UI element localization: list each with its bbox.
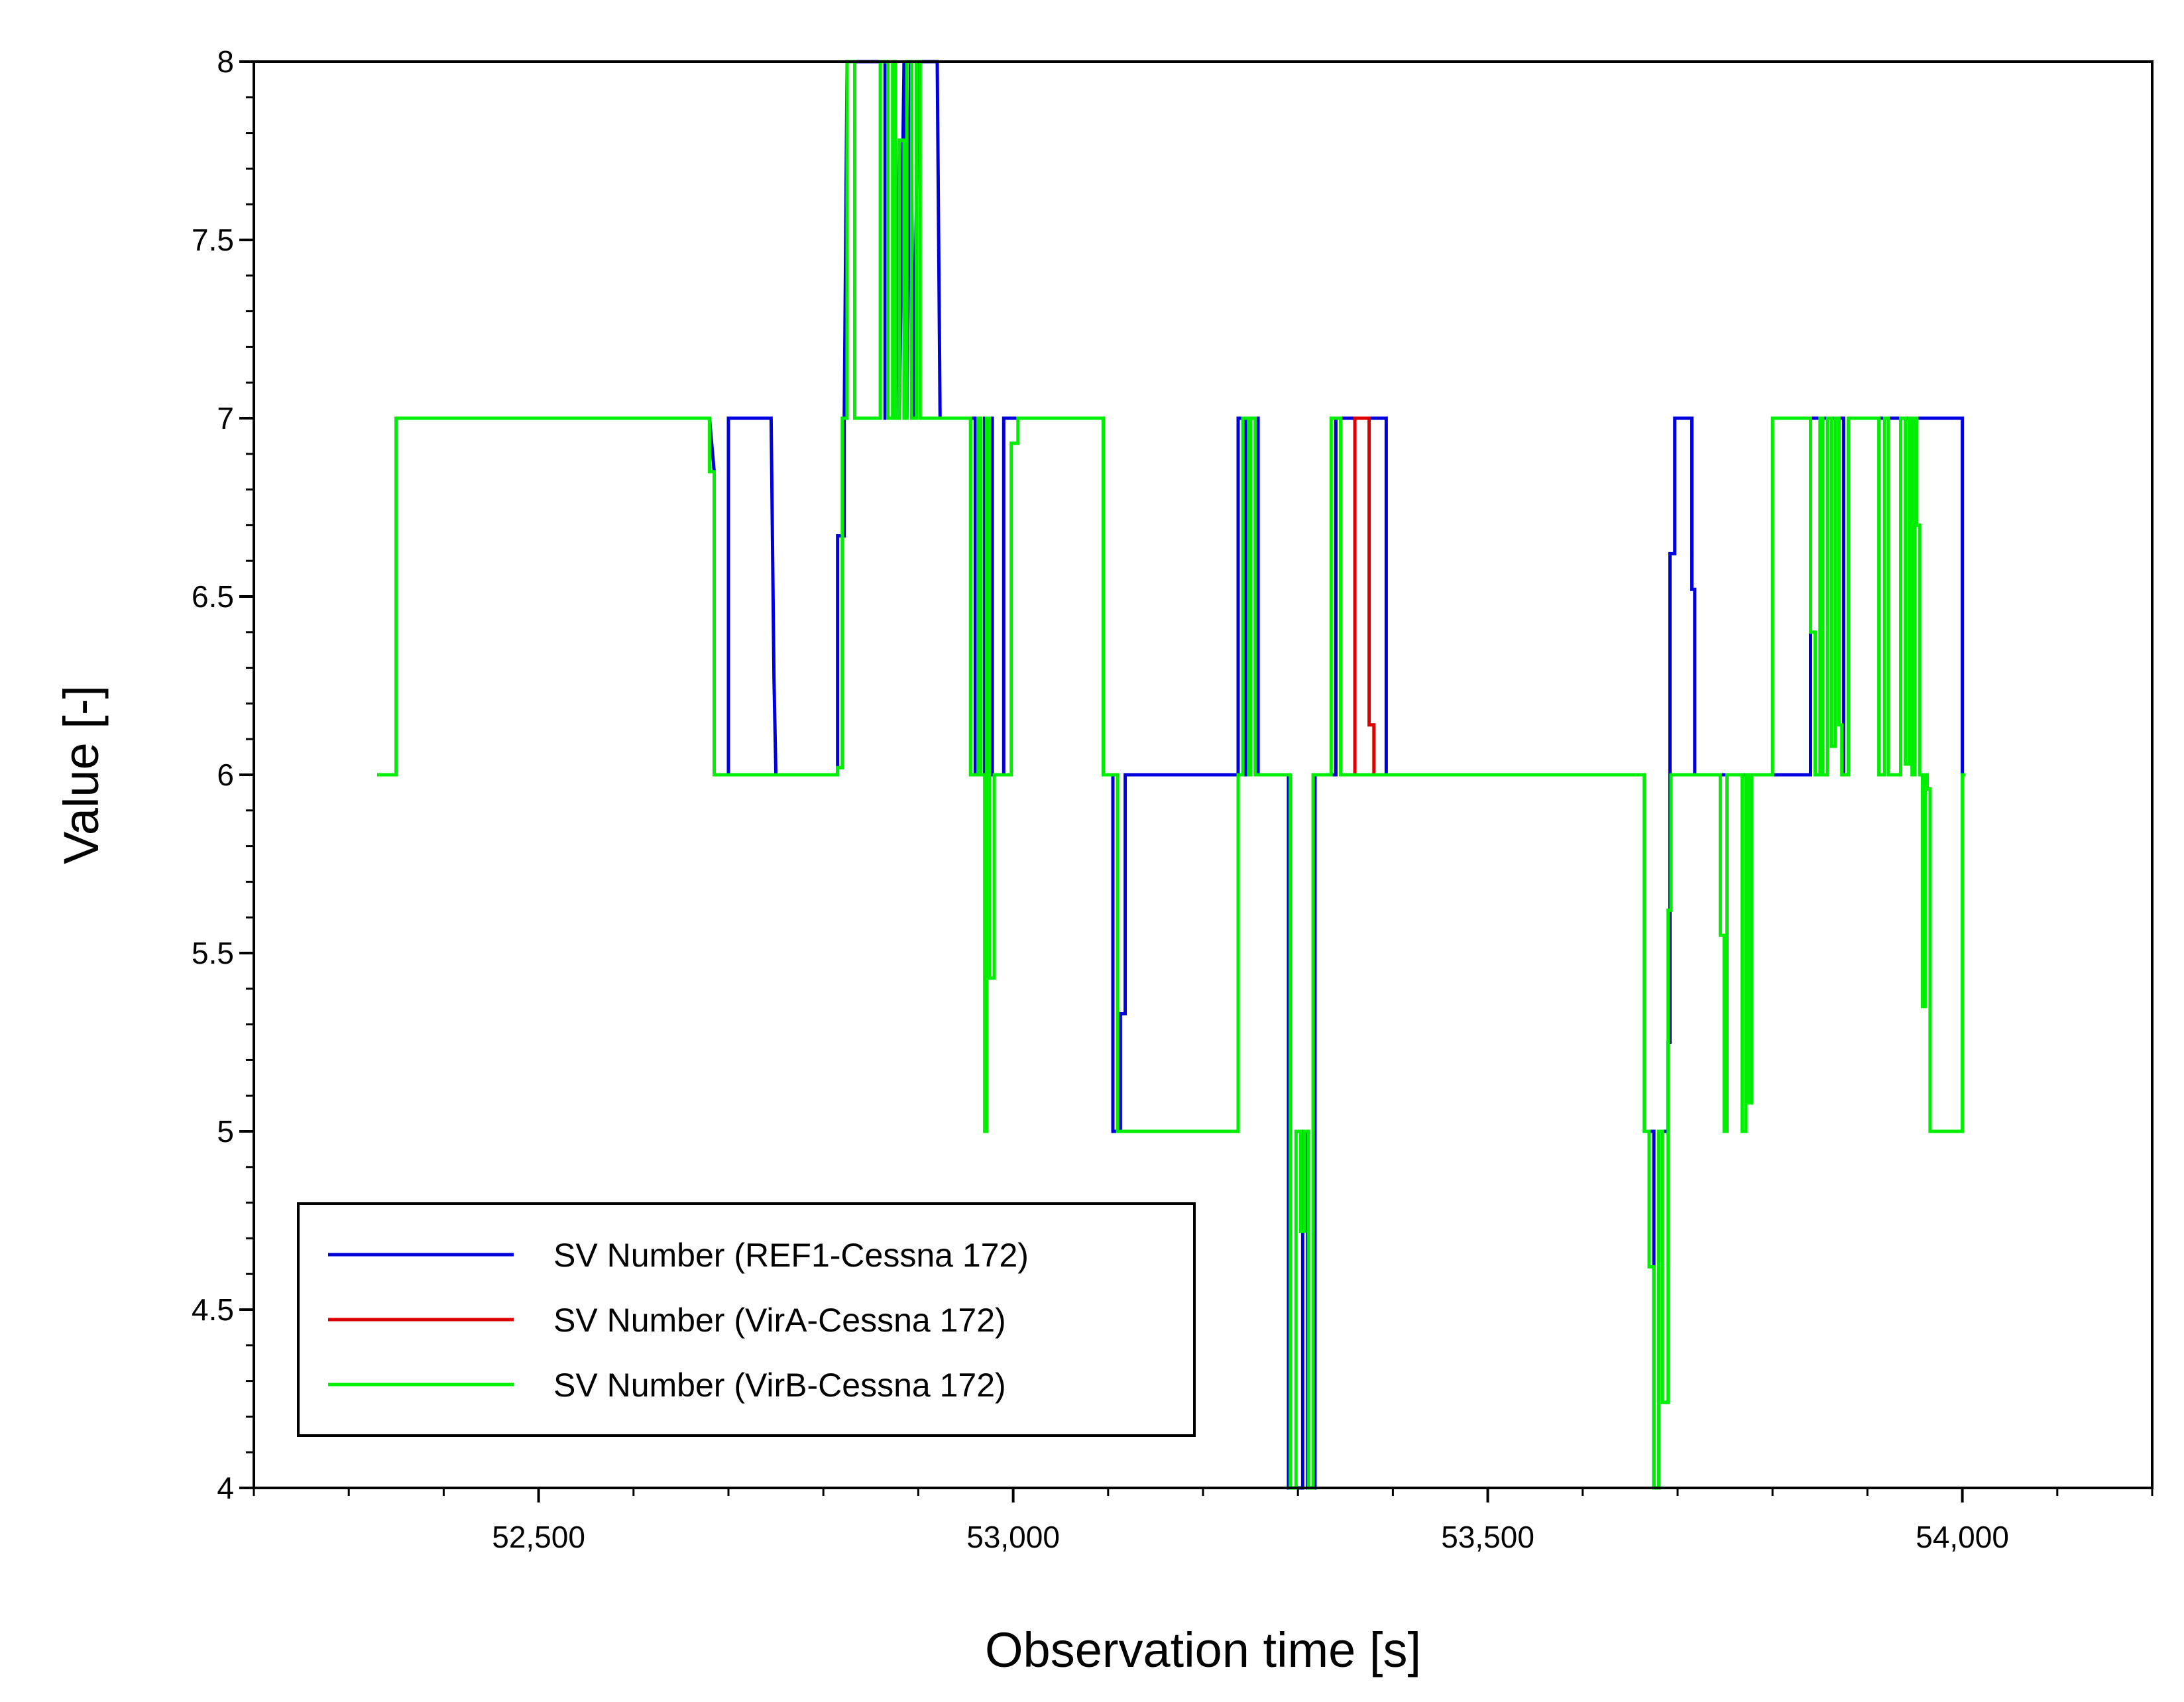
y-tick-label: 5: [217, 1114, 234, 1149]
y-tick-label: 4: [217, 1471, 234, 1505]
series-line-3: [377, 60, 1965, 1490]
legend-label-2: SV Number (VirA-Cessna 172): [553, 1302, 1006, 1339]
legend-label-1: SV Number (REF1-Cessna 172): [553, 1237, 1029, 1274]
y-tick-label: 6: [217, 758, 234, 792]
y-tick-label: 7: [217, 401, 234, 435]
x-tick-label: 54,000: [1916, 1520, 2009, 1554]
y-axis-title: Value [-]: [54, 685, 109, 864]
y-tick-label: 6.5: [192, 579, 234, 614]
legend: SV Number (REF1-Cessna 172) SV Number (Vi…: [297, 1202, 1196, 1437]
legend-items: SV Number (REF1-Cessna 172) SV Number (Vi…: [328, 1237, 1029, 1404]
x-tick-label: 53,000: [966, 1520, 1060, 1554]
x-tick-label: 53,500: [1441, 1520, 1534, 1554]
y-axis: 8 7.5 7 6.5 6 5.5 5 4.5 4: [192, 44, 254, 1505]
x-axis: 52,500 53,000 53,500 54,000: [253, 1488, 2154, 1554]
legend-label-3: SV Number (VirB-Cessna 172): [553, 1367, 1006, 1404]
y-tick-label: 7.5: [192, 223, 234, 257]
y-tick-label: 8: [217, 44, 234, 79]
y-tick-label: 4.5: [192, 1292, 234, 1327]
series-layer: [377, 60, 1965, 1490]
y-tick-label: 5.5: [192, 936, 234, 970]
x-axis-title: Observation time [s]: [985, 1622, 1421, 1677]
x-tick-label: 52,500: [492, 1520, 585, 1554]
